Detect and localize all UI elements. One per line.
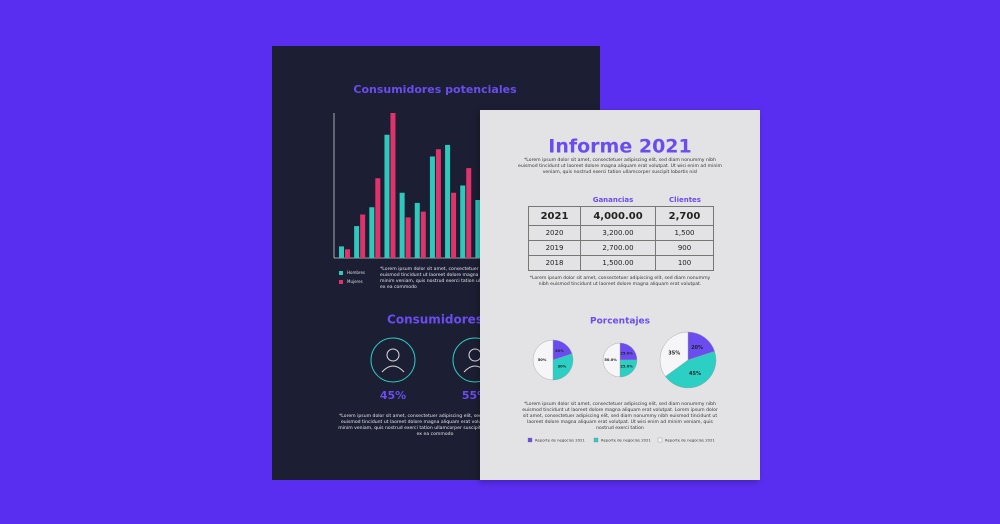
page-title: Informe 2021 [548, 136, 691, 158]
person-icon [370, 337, 416, 383]
table-cell: 4,000.00 [580, 206, 656, 226]
bar [435, 149, 441, 258]
bar [451, 192, 457, 258]
page-title: Consumidores potenciales [353, 83, 517, 96]
bar [405, 217, 411, 258]
bar [466, 168, 472, 258]
legend-label: Reporte de negocios 2021 [665, 438, 715, 443]
column-header: Ganancias [592, 196, 634, 204]
slice-label: 25.0% [620, 365, 633, 369]
note: *Lorem ipsum dolor sit amet, consectetue… [518, 158, 722, 175]
slice-label: 50% [538, 358, 547, 362]
slice-label: 50.0% [604, 358, 617, 362]
bar [460, 185, 466, 258]
bar [339, 246, 344, 258]
bar [414, 202, 420, 258]
bar [420, 211, 426, 258]
slice-label: 20% [691, 345, 703, 351]
note: *Lorem ipsum dolor sit amet, consectetue… [529, 276, 711, 287]
table-cell: 1,500.00 [580, 255, 656, 271]
table-cell: 2018 [528, 255, 581, 271]
slice-label: 45% [689, 371, 701, 377]
pie-slice [659, 331, 689, 377]
table-row: 2020 3,200.00 1,500 [528, 225, 714, 241]
pie-slice [552, 353, 574, 381]
table-cell: 2019 [528, 240, 581, 256]
section-title: Consumidores [387, 313, 483, 327]
table-cell: 100 [655, 255, 714, 271]
table-cell: 3,200.00 [580, 225, 656, 241]
legend-label: Hombres [347, 270, 365, 275]
legend-label: Mujeres [347, 279, 363, 284]
legend-swatch [339, 280, 343, 284]
legend-swatch [593, 437, 599, 443]
legend-label: Reporte de negocios 2021 [535, 438, 585, 443]
light-page-graphics: Informe 2021 Porcentajes 20% 30% 50% 25.0% 2… [527, 136, 717, 443]
table-row: 2019 2,700.00 900 [528, 240, 714, 256]
light-page: Informe 2021 Porcentajes 20% 30% 50% 25.0% 2… [480, 110, 760, 480]
bar [390, 113, 396, 258]
slice-label: 25.0% [620, 351, 633, 355]
table-cell: 900 [655, 240, 714, 256]
bar [399, 192, 405, 258]
bar [369, 207, 375, 258]
note: *Lorem ipsum dolor sit amet, consectetue… [380, 267, 574, 290]
legend-swatch [339, 271, 343, 275]
slice-label: 20% [555, 349, 564, 353]
bar [475, 200, 481, 258]
legend-label: Reporte de negocios 2021 [601, 438, 651, 443]
bar [354, 226, 360, 258]
pie-slice [532, 339, 554, 381]
table-cell: 2020 [528, 225, 581, 241]
table-row: 2021 4,000.00 2,700 [528, 206, 714, 226]
bar [445, 144, 451, 258]
note: *Lorem ipsum dolor sit amet, consectetue… [522, 402, 718, 431]
legend-swatch [657, 437, 663, 443]
table-cell: 1,500 [655, 225, 714, 241]
bar [360, 214, 366, 258]
stat: 45% [380, 389, 406, 402]
table-cell: 2,700.00 [580, 240, 656, 256]
slice-label: 30% [558, 364, 567, 368]
section-title: Porcentajes [590, 317, 650, 327]
bar [375, 178, 381, 258]
table-row: 2018 1,500.00 100 [528, 255, 714, 271]
column-header: Clientes [669, 196, 701, 204]
bar [345, 249, 350, 258]
table: 2021 4,000.00 2,700 2020 3,200.00 1,500 2019 2,… [528, 206, 714, 271]
note: *Lorem ipsum dolor sit amet, consectetue… [338, 414, 532, 437]
table-cell: 2021 [528, 206, 581, 226]
legend-swatch [527, 437, 533, 443]
bar [384, 134, 390, 258]
table-cell: 2,700 [655, 206, 714, 226]
pie-slice [602, 342, 621, 378]
bar [429, 156, 435, 258]
slice-label: 35% [668, 351, 680, 357]
pie-slice [665, 351, 717, 389]
